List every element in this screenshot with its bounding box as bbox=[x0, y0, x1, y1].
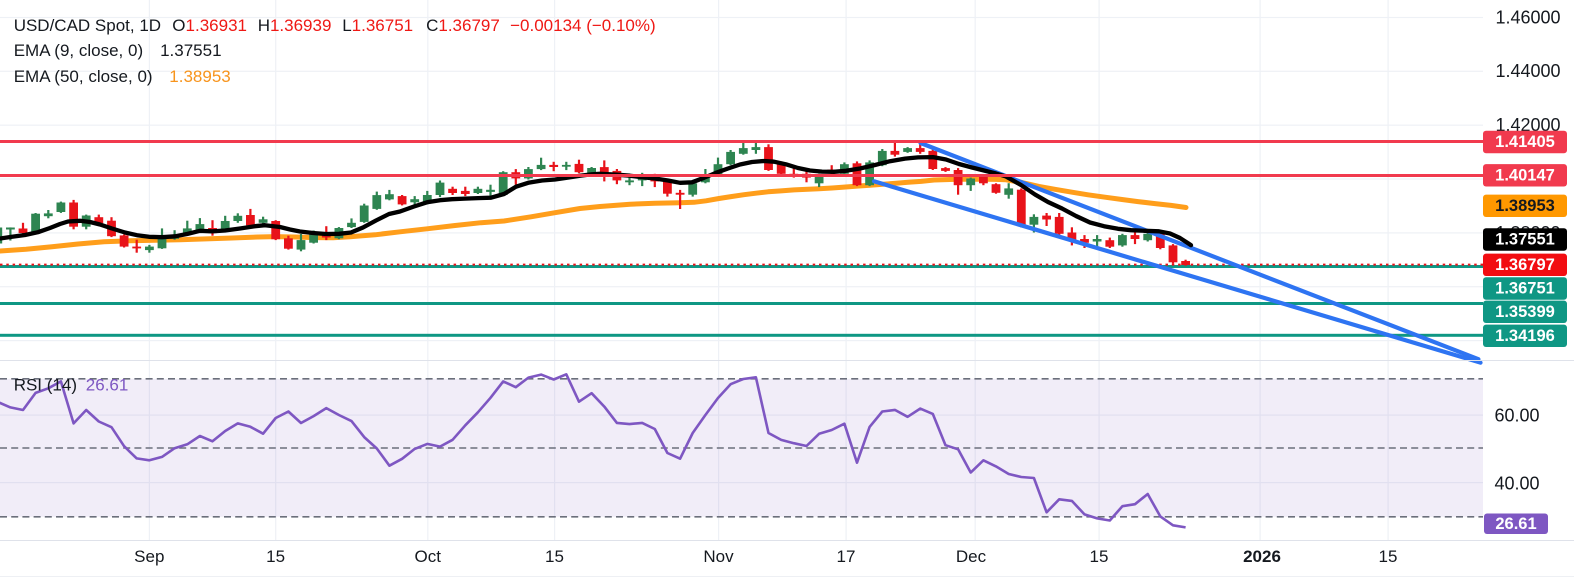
svg-text:1.40147: 1.40147 bbox=[1495, 166, 1555, 184]
svg-text:RSI (14): RSI (14) bbox=[14, 375, 77, 394]
svg-text:USD/CAD Spot, 1D: USD/CAD Spot, 1D bbox=[14, 15, 161, 34]
svg-text:15: 15 bbox=[1379, 547, 1398, 566]
svg-text:Dec: Dec bbox=[956, 547, 987, 566]
svg-text:15: 15 bbox=[545, 547, 564, 566]
svg-text:60.00: 60.00 bbox=[1494, 406, 1539, 426]
svg-text:1.41405: 1.41405 bbox=[1495, 133, 1555, 151]
svg-text:Sep: Sep bbox=[134, 547, 164, 566]
svg-text:26.61: 26.61 bbox=[86, 375, 129, 394]
svg-text:1.37551: 1.37551 bbox=[160, 40, 221, 59]
svg-text:15: 15 bbox=[1090, 547, 1109, 566]
svg-text:1.36797: 1.36797 bbox=[1495, 256, 1555, 274]
svg-text:Oct: Oct bbox=[414, 547, 441, 566]
svg-text:O1.36931: O1.36931 bbox=[172, 15, 247, 34]
svg-text:40.00: 40.00 bbox=[1494, 473, 1539, 493]
svg-text:EMA (9, close, 0): EMA (9, close, 0) bbox=[14, 40, 143, 59]
svg-text:17: 17 bbox=[837, 547, 856, 566]
svg-text:2026: 2026 bbox=[1243, 547, 1281, 566]
svg-text:EMA (50, close, 0): EMA (50, close, 0) bbox=[14, 66, 153, 85]
svg-text:−0.00134 (−0.10%): −0.00134 (−0.10%) bbox=[510, 15, 656, 34]
svg-text:C1.36797: C1.36797 bbox=[426, 15, 500, 34]
svg-text:1.35399: 1.35399 bbox=[1495, 303, 1555, 321]
svg-text:Nov: Nov bbox=[703, 547, 734, 566]
svg-text:1.44000: 1.44000 bbox=[1495, 61, 1560, 81]
svg-text:1.36751: 1.36751 bbox=[1495, 280, 1555, 298]
svg-text:1.42000: 1.42000 bbox=[1495, 115, 1560, 135]
svg-text:1.34196: 1.34196 bbox=[1495, 327, 1555, 345]
svg-text:1.38953: 1.38953 bbox=[169, 66, 230, 85]
svg-text:1.37551: 1.37551 bbox=[1495, 231, 1555, 249]
svg-text:1.46000: 1.46000 bbox=[1495, 7, 1560, 27]
svg-text:26.61: 26.61 bbox=[1495, 515, 1536, 533]
svg-text:15: 15 bbox=[266, 547, 285, 566]
svg-text:H1.36939: H1.36939 bbox=[258, 15, 332, 34]
svg-text:L1.36751: L1.36751 bbox=[342, 15, 413, 34]
svg-text:1.38953: 1.38953 bbox=[1495, 197, 1555, 215]
